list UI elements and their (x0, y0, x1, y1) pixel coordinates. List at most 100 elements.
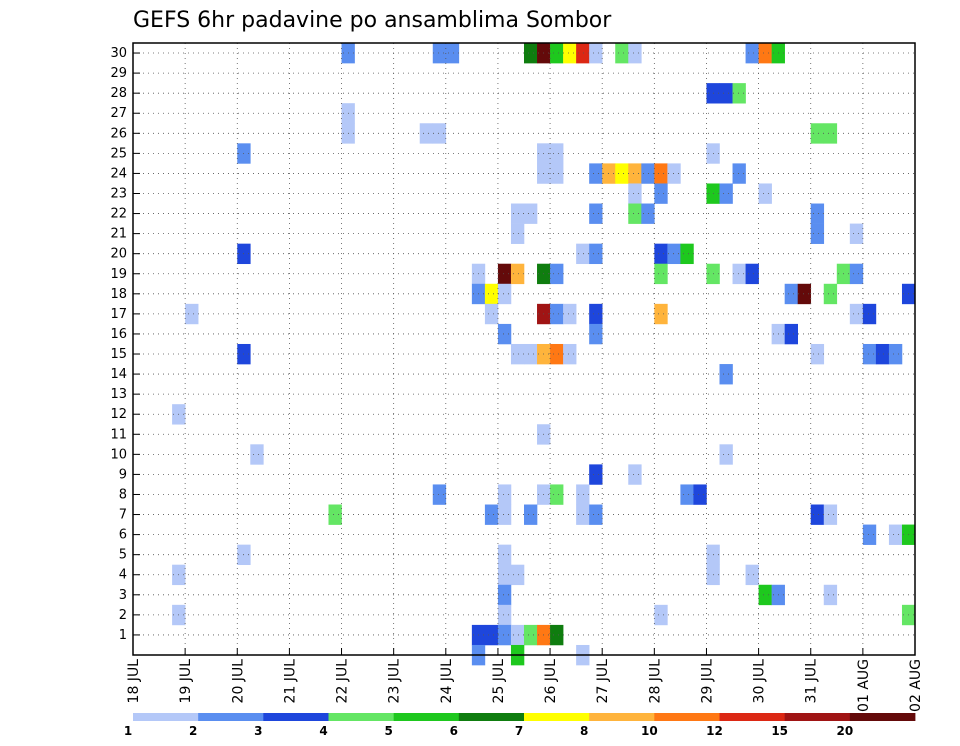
colorbar-segment (784, 713, 851, 721)
cell-m24-s35 (589, 163, 603, 184)
cell-m20-s40 (654, 243, 668, 265)
colorbar-level-label: 2 (189, 724, 197, 738)
cell-m24-s38 (628, 163, 642, 184)
colorbar-segment (849, 713, 916, 721)
y-tick-label: 14 (110, 367, 127, 382)
cell-m10-s9 (250, 444, 264, 465)
colorbar-level-label: 20 (836, 724, 853, 738)
cell-m20-s34 (576, 243, 590, 265)
y-tick-label: 6 (119, 528, 127, 543)
colorbar-segment (263, 713, 329, 721)
cell-m15-s33 (563, 343, 577, 365)
y-tick-label: 25 (110, 146, 127, 161)
y-tick-label: 29 (110, 66, 127, 81)
x-tick-label: 02 AUG (908, 659, 924, 712)
cell-m30-s32 (550, 43, 564, 64)
cell-m15-s29 (510, 343, 525, 365)
colorbar-segment (719, 713, 786, 721)
x-tick-label: 18 JUL (126, 659, 142, 704)
x-axis: 18 JUL 19 JUL 20 JUL 21 JUL 22 JUL 23 JUL 24 J… (126, 648, 924, 712)
y-tick-label: 1 (119, 628, 127, 643)
colorbar-segment (458, 713, 525, 721)
cell-m24-s32 (550, 163, 564, 184)
cell-m21-s55 (849, 223, 864, 244)
x-tick-label: 27 JUL (595, 659, 611, 704)
plot-frame (132, 42, 916, 656)
y-tick-label: 23 (110, 186, 127, 201)
cell-m20-s42 (680, 243, 694, 265)
y-tick-label: 8 (119, 487, 127, 502)
y-tick-label: 16 (110, 327, 127, 342)
cell-m4-s29 (510, 564, 525, 586)
cell-m19-s40 (654, 263, 668, 285)
cell-m24-s39 (641, 163, 655, 184)
colorbar-level-label: 1 (124, 724, 132, 738)
cell-m17-s56 (862, 303, 877, 325)
cell-m19-s46 (732, 263, 746, 285)
x-tick-label: 25 JUL (491, 659, 507, 704)
y-tick-label: 26 (110, 126, 127, 141)
cell-m19-s29 (510, 263, 525, 285)
cell-m17-s4 (185, 303, 199, 325)
y-tick-label: 20 (110, 247, 127, 262)
cell-m15-s52 (810, 343, 825, 365)
cell-m26-s23 (432, 123, 447, 144)
cell-m2-s28 (497, 604, 512, 626)
cell-m7-s35 (589, 504, 603, 525)
cell-m28-s46 (732, 83, 746, 104)
colorbar-segment (589, 713, 655, 721)
cell-m20-s41 (667, 243, 681, 265)
cell-m8-s42 (680, 484, 694, 505)
y-tick-label: 4 (119, 568, 127, 583)
y-tick-label: 18 (110, 287, 127, 302)
chart-title: GEFS 6hr padavine po ansamblima Sombor (133, 8, 612, 33)
cell-m30-s23 (432, 43, 447, 64)
cell-m26-s22 (419, 123, 434, 144)
cell-m3-s53 (823, 584, 838, 606)
y-tick-label: 21 (110, 227, 127, 242)
colorbar-level-label: 15 (771, 724, 788, 738)
cell-m18-s50 (784, 283, 798, 305)
cell-m15-s56 (862, 343, 877, 365)
x-tick-label: 21 JUL (282, 659, 298, 704)
cell-m1-s32 (550, 624, 564, 646)
cell-m23-s38 (628, 183, 642, 204)
cell-m22-s39 (641, 203, 655, 224)
x-tick-label: 22 JUL (335, 659, 351, 704)
cell-m23-s48 (758, 183, 772, 204)
cell-m8-s43 (693, 484, 707, 505)
cell-m17-s27 (484, 303, 499, 325)
cell-m23-s45 (719, 183, 733, 204)
y-tick-label: 27 (110, 106, 127, 121)
cell-m18-s53 (823, 283, 838, 305)
y-tick-label: 3 (119, 588, 127, 603)
cell-m22-s30 (524, 203, 538, 224)
y-tick-label: 7 (119, 508, 127, 523)
cell-m22-s29 (510, 203, 525, 224)
cell-m4-s28 (497, 564, 512, 586)
cell-m26-s53 (823, 123, 838, 144)
x-tick-label: 23 JUL (387, 659, 403, 704)
y-tick-label: 30 (110, 46, 127, 61)
cell-m19-s32 (550, 263, 564, 285)
cell-m7-s15 (328, 504, 342, 525)
colorbar-segment (524, 713, 590, 721)
cell-m9-s38 (628, 464, 642, 485)
y-tick-label: 15 (110, 347, 127, 362)
colorbar-level-label: 10 (641, 724, 658, 738)
cell-m8-s23 (432, 484, 447, 505)
cell-m6-s58 (888, 524, 903, 545)
cell-m30-s33 (563, 43, 577, 64)
cell-m30-s38 (628, 43, 642, 64)
cell-m1-s27 (484, 624, 499, 646)
cell-m1-s30 (524, 624, 538, 646)
y-axis: 1234567891011121314151617181920212223242… (110, 46, 140, 643)
cell-m28-s45 (719, 83, 733, 104)
y-tick-label: 22 (110, 207, 127, 222)
cell-m30-s37 (615, 43, 629, 64)
cell-m20-s35 (589, 243, 603, 265)
y-tick-label: 19 (110, 267, 127, 282)
cell-m8-s28 (497, 484, 512, 505)
y-tick-label: 13 (110, 387, 127, 402)
